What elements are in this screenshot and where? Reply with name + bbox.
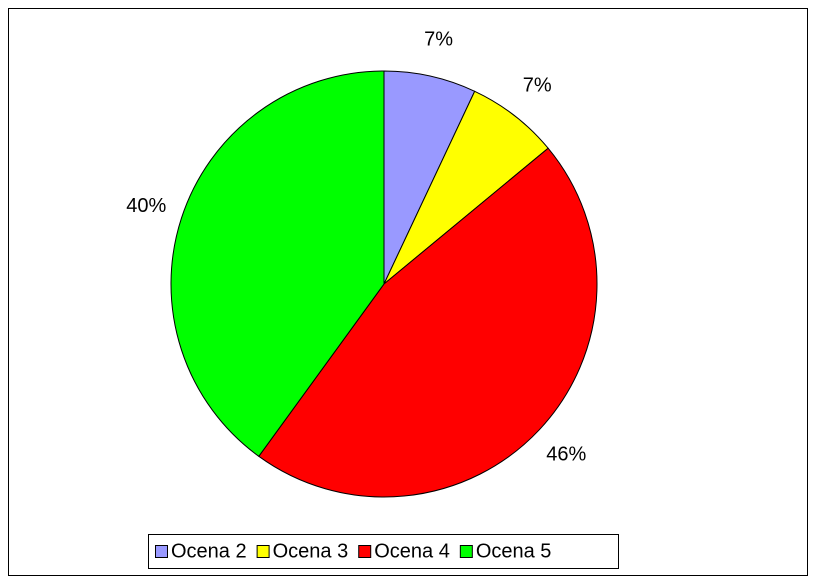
data-label: 7%	[424, 28, 453, 50]
legend-label: Ocena 4	[374, 540, 450, 562]
pie-slice	[258, 147, 598, 498]
legend-swatch	[155, 545, 168, 558]
data-label: 46%	[546, 443, 586, 465]
legend-label: Ocena 2	[171, 540, 247, 562]
pie-slice	[170, 70, 385, 458]
data-label: 7%	[523, 75, 552, 97]
data-label: 40%	[126, 195, 166, 217]
legend-swatch	[358, 545, 372, 558]
legend-swatch	[256, 545, 270, 558]
legend-label: Ocena 3	[273, 540, 349, 562]
legend-box	[148, 534, 619, 569]
legend-label: Ocena 5	[476, 540, 552, 562]
legend-swatch	[459, 545, 473, 558]
